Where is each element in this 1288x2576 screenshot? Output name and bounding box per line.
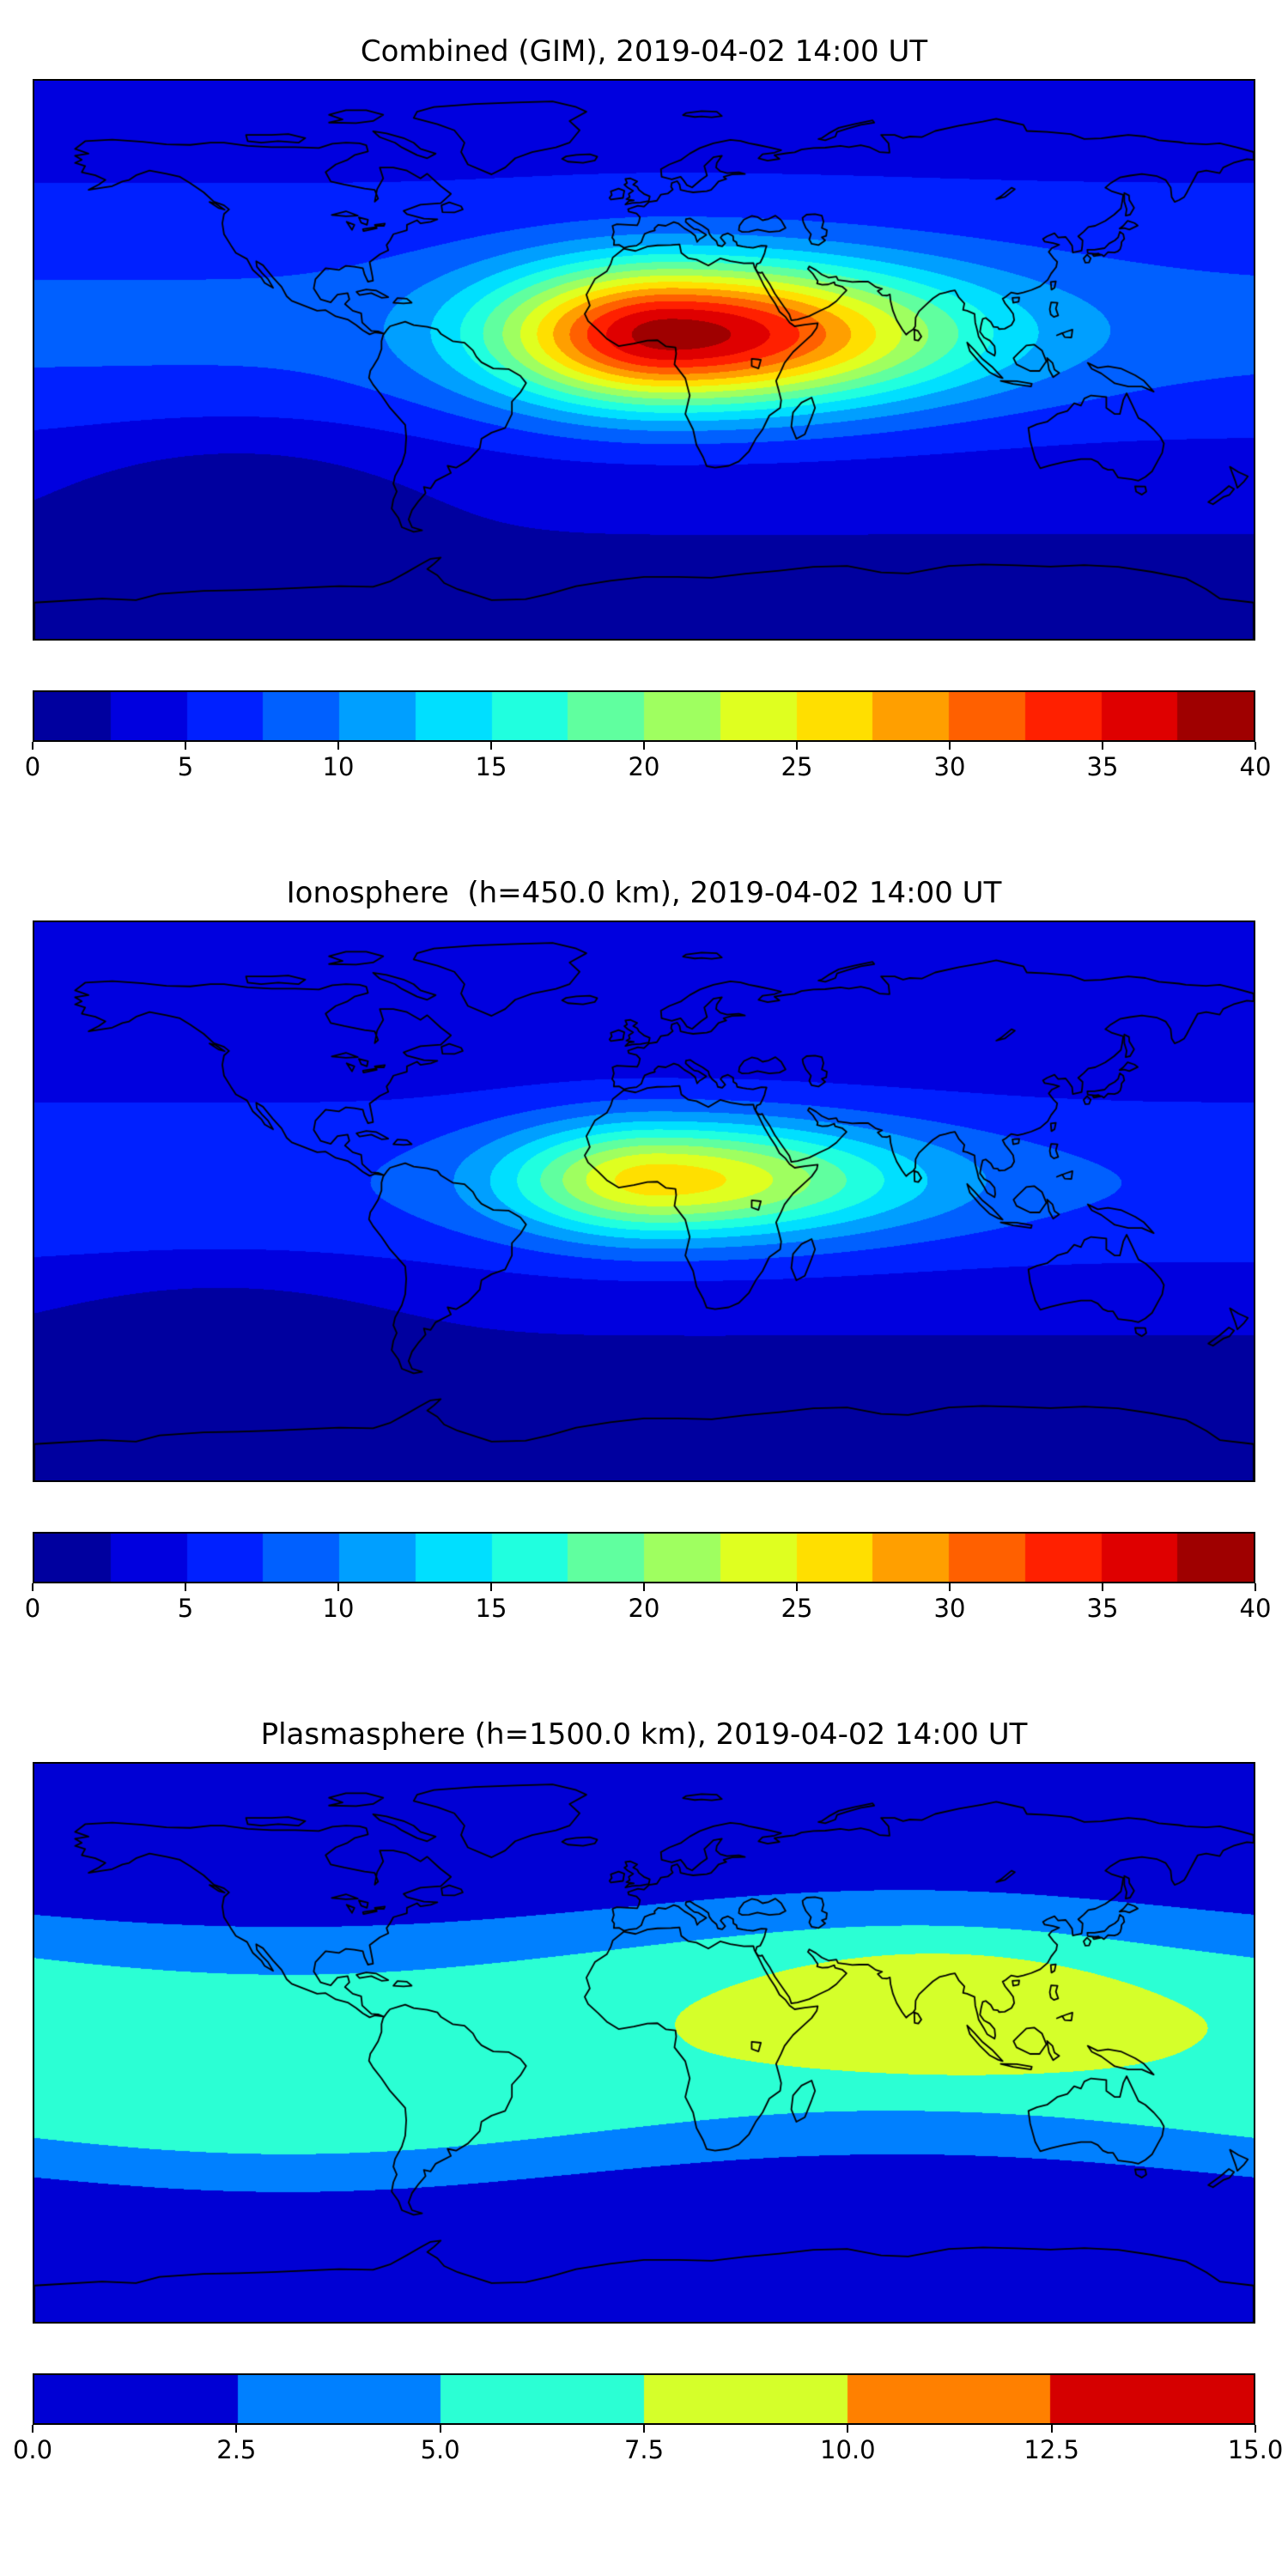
colorbar-tick-label: 5 (177, 752, 194, 781)
colorbar-tickmark (337, 1583, 339, 1591)
colorbar-tick-label: 10.0 (820, 2435, 876, 2464)
colorbar-tickmark (1255, 1583, 1256, 1591)
colorbar-tickmark (337, 742, 339, 750)
colorbar-tick-label: 15 (475, 752, 507, 781)
colorbar-ionosphere (33, 1532, 1255, 1583)
colorbar-tick-label: 20 (628, 752, 660, 781)
colorbar-tickmark (1102, 742, 1103, 750)
colorbar-tickmark (643, 742, 645, 750)
colorbar-tickmark (949, 742, 951, 750)
colorbar-tick-label: 10 (322, 1594, 355, 1623)
colorbar-tick-label: 40 (1239, 752, 1272, 781)
colorbar-tick-label: 20 (628, 1594, 660, 1623)
map-canvas-combined (33, 79, 1255, 641)
panel-ionosphere: Ionosphere (h=450.0 km), 2019-04-02 14:0… (25, 854, 1272, 1695)
colorbar-tickmark (1255, 2425, 1256, 2433)
colorbar-tick-label: 25 (781, 752, 813, 781)
colorbar-tick-label: 25 (781, 1594, 813, 1623)
colorbar-ticks-combined: 0 5 10 15 20 25 30 35 40 (25, 742, 1271, 781)
colorbar-tick-label: 35 (1086, 752, 1119, 781)
colorbar-tickmark (643, 2425, 645, 2433)
colorbar-tick-label: 35 (1086, 1594, 1119, 1623)
colorbar-tick-label: 2.5 (216, 2435, 257, 2464)
colorbar-tickmark (796, 1583, 798, 1591)
colorbar-tick-label: 0 (24, 752, 41, 781)
colorbar-tick-label: 12.5 (1024, 2435, 1079, 2464)
colorbar-tickmark (847, 2425, 849, 2433)
colorbar-tickmark (32, 1583, 33, 1591)
panel-plasmasphere: Plasmasphere (h=1500.0 km), 2019-04-02 1… (13, 1695, 1283, 2537)
colorbar-tick-label: 15 (475, 1594, 507, 1623)
colorbar-tickmark (32, 2425, 33, 2433)
colorbar-tickmark (185, 1583, 186, 1591)
colorbar-tick-label: 7.5 (623, 2435, 665, 2464)
colorbar-tickmark (439, 2425, 441, 2433)
colorbar-tickmark (1050, 2425, 1053, 2433)
colorbar-tick-label: 5 (177, 1594, 194, 1623)
colorbar-ticks-ionosphere: 0 5 10 15 20 25 30 35 40 (25, 1583, 1271, 1623)
colorbar-tickmark (185, 742, 186, 750)
map-canvas-plasmasphere (33, 1762, 1255, 2324)
colorbar-tick-label: 15.0 (1227, 2435, 1284, 2464)
colorbar-tickmark (490, 1583, 492, 1591)
colorbar-tick-label: 40 (1239, 1594, 1272, 1623)
colorbar-tick-label: 0 (24, 1594, 41, 1623)
colorbar-plasmasphere (33, 2373, 1255, 2425)
colorbar-tick-label: 0.0 (12, 2435, 53, 2464)
colorbar-ticks-plasmasphere: 0.0 2.5 5.0 7.5 10.0 12.5 15.0 (13, 2425, 1283, 2464)
colorbar-tick-label: 10 (322, 752, 355, 781)
colorbar-tickmark (235, 2425, 238, 2433)
panel-title-ionosphere: Ionosphere (h=450.0 km), 2019-04-02 14:0… (286, 876, 1002, 910)
colorbar-tickmark (949, 1583, 951, 1591)
map-canvas-ionosphere (33, 920, 1255, 1482)
colorbar-tickmark (490, 742, 492, 750)
colorbar-tick-label: 30 (933, 1594, 966, 1623)
colorbar-tick-label: 5.0 (420, 2435, 460, 2464)
colorbar-tickmark (1102, 1583, 1103, 1591)
colorbar-combined (33, 690, 1255, 742)
colorbar-tick-label: 30 (933, 752, 966, 781)
colorbar-tickmark (643, 1583, 645, 1591)
panel-title-plasmasphere: Plasmasphere (h=1500.0 km), 2019-04-02 1… (260, 1717, 1028, 1752)
panel-combined: Combined (GIM), 2019-04-02 14:00 UT 0 5 10… (25, 12, 1272, 854)
colorbar-tickmark (796, 742, 798, 750)
colorbar-tickmark (1255, 742, 1256, 750)
panel-title-combined: Combined (GIM), 2019-04-02 14:00 UT (360, 34, 928, 69)
colorbar-tickmark (32, 742, 33, 750)
